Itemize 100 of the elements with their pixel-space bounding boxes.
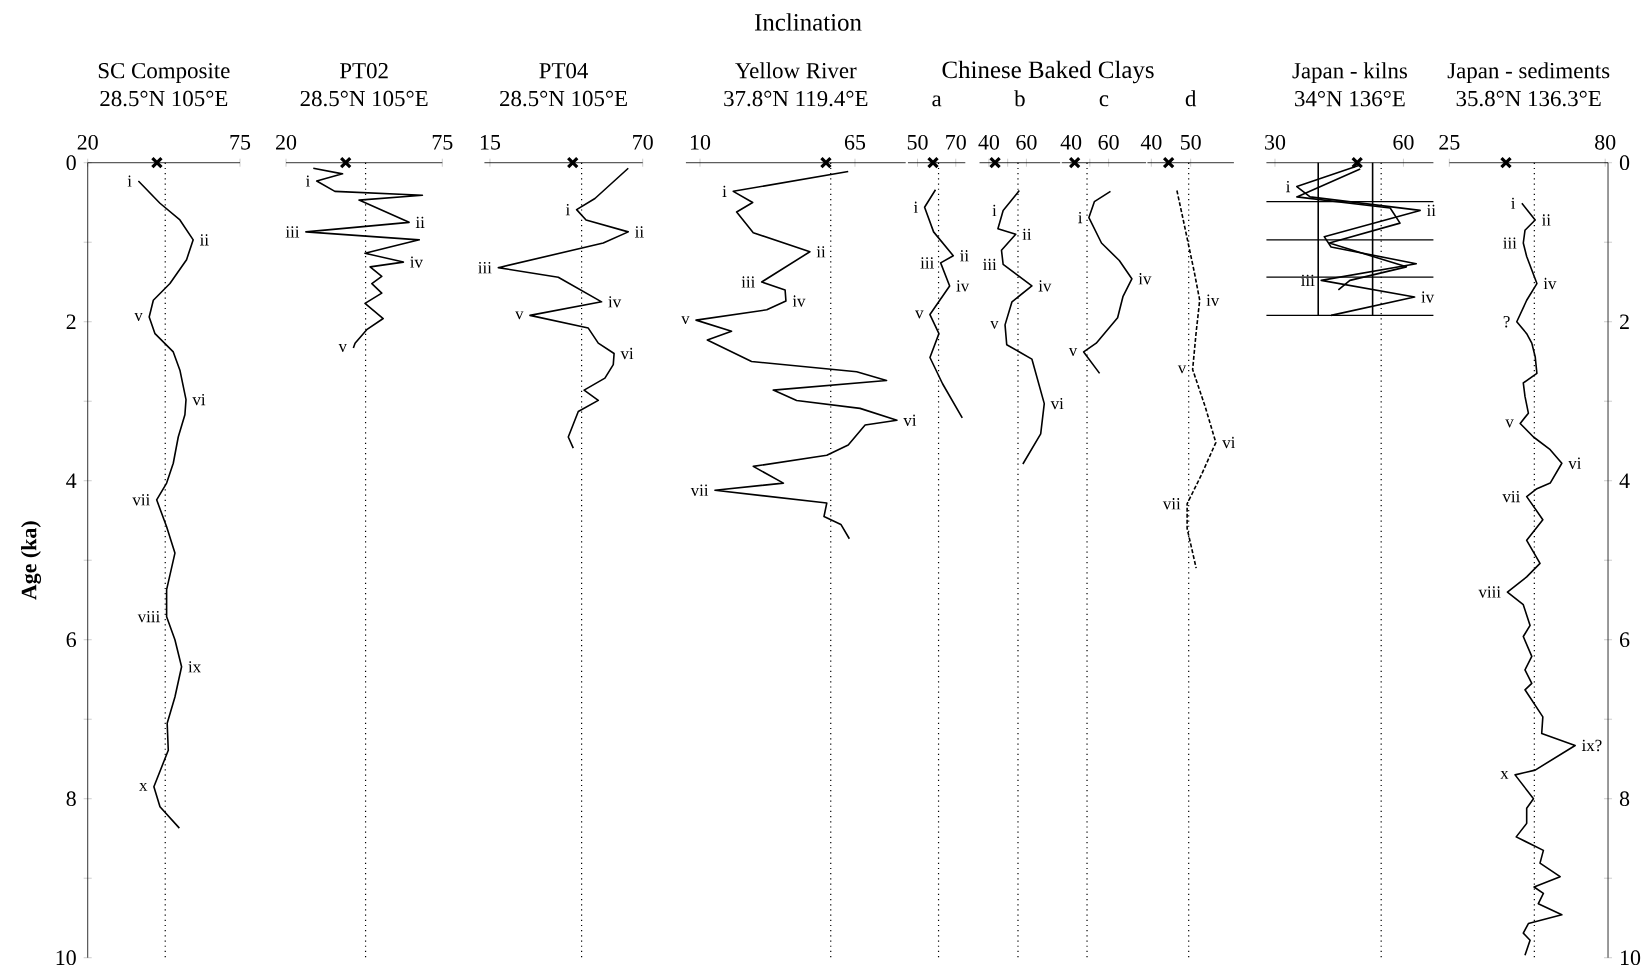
annotation: ii [1426,204,1436,217]
annotation: i [305,175,310,187]
annotation: viii [1478,586,1501,598]
y-tick-label: 8 [66,791,76,807]
annotation: vi [1568,457,1582,469]
annotation: iv [1038,280,1052,292]
annotation: vii [132,494,150,506]
annotation: ? [1503,315,1510,328]
y-tick-label: 4 [66,473,77,488]
x-tick-label: 15 [480,134,501,150]
annotation: v [338,343,347,352]
annotation: ii [1022,228,1032,240]
annotation: v [990,320,999,329]
x-tick-label: 20 [276,134,297,150]
x-tick-label: 60 [1016,134,1037,150]
annotation: v [915,310,924,319]
y-tick-label: 10 [56,950,76,966]
text: Chinese Baked Clays [942,60,1154,84]
x-tick-label: 50 [1180,134,1201,150]
x-tick-label: 40 [978,134,1000,150]
annotation: i [565,204,570,216]
y-axis-title: Age (ka) [21,521,42,600]
chart-title: PT02 [339,62,388,79]
chart-title: d [1185,90,1197,107]
chart-title: b [1014,90,1025,107]
annotation: i [127,175,132,187]
x-tick-label: 60 [1393,134,1414,150]
x-tick-label: 75 [230,135,251,150]
annotation: vi [192,393,206,406]
y-tick-label: 6 [66,632,77,648]
chart-subtitle: 28.5°N 105°E [100,90,228,107]
annotation: i [913,201,918,213]
y-tick-label: 10 [1621,950,1641,966]
annotation: vi [1222,436,1236,449]
y-tick-label: 2 [1620,314,1629,329]
x-tick-label: 50 [907,134,928,150]
annotation: vii [690,484,709,496]
annotation: iv [1138,273,1152,285]
annotation: iii [920,257,934,269]
chart-subtitle: 28.5°N 105°E [500,90,627,107]
annotation: vii [1162,498,1181,510]
annotation: v [1068,347,1078,356]
annotation: ix? [1581,739,1602,752]
annotation: i [992,204,997,217]
annotation: vi [903,414,917,426]
annotation: iv [792,295,806,307]
annotation: v [681,316,690,325]
annotation: vi [1050,397,1064,410]
x-tick-label: 70 [633,134,653,150]
y-tick-label: 6 [1620,632,1630,648]
annotation: viii [137,610,160,623]
x-tick-label: 40 [1140,134,1162,150]
chart-title: c [1099,95,1109,107]
annotation: vii [1502,490,1520,503]
annotation: iii [1301,274,1315,286]
x-tick-label: 65 [844,134,866,150]
annotation: iii [478,262,492,274]
y-tick-label: 0 [66,155,76,171]
y-tick-label: 4 [1619,473,1630,488]
chart-subtitle: 37.8°N 119.4°E [724,90,868,107]
x-tick-label: 25 [1439,134,1460,150]
annotation: i [722,185,727,197]
annotation: ii [960,250,969,262]
annotation: iv [410,256,423,268]
annotation: v [1505,419,1514,428]
annotation: iv [608,296,622,308]
x-tick-label: 70 [946,134,966,150]
x-tick-label: 80 [1595,134,1616,150]
x-tick-label: 75 [432,135,453,150]
y-tick-label: 8 [1619,791,1630,807]
x-tick-label: 20 [77,134,98,150]
annotation: v [134,312,143,321]
chart-title: Yellow River [735,62,857,79]
annotation: iii [982,258,997,271]
annotation: ix [188,661,201,673]
annotation: vi [620,347,634,360]
annotation: v [1177,365,1187,374]
chart-subtitle: 34°N 136°E [1295,90,1405,107]
annotation: v [515,311,524,320]
chart-subtitle: 28.5°N 105°E [300,90,428,107]
annotation: ii [1541,214,1551,226]
chart-title: PT04 [539,62,589,79]
chart-title: Japan - sediments [1447,62,1610,84]
x-tick-label: 30 [1265,134,1286,150]
x-tick-label: 10 [690,134,711,150]
annotation: iv [1543,277,1557,290]
annotation: iii [741,276,755,288]
x-tick-label: 60 [1098,134,1119,150]
chart-title: a [932,95,942,107]
annotation: ii [199,234,209,246]
annotation: ii [415,216,425,228]
y-tick-label: 0 [1619,155,1630,171]
annotation: i [1286,180,1291,193]
text: Inclination [754,13,862,31]
annotation: iii [1503,237,1517,249]
annotation: i [1078,211,1083,224]
annotation: ii [816,246,826,258]
y-tick-label: 2 [66,314,76,329]
annotation: iv [956,280,970,292]
x-tick-label: 40 [1060,134,1082,150]
